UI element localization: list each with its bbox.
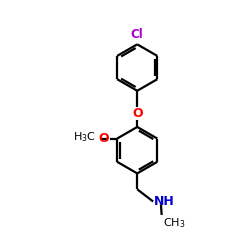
- Text: NH: NH: [154, 195, 175, 208]
- Text: O: O: [98, 132, 108, 145]
- Text: CH$_3$: CH$_3$: [163, 216, 186, 230]
- Text: Cl: Cl: [131, 28, 143, 42]
- Text: O: O: [132, 107, 142, 120]
- Text: H$_3$C: H$_3$C: [74, 130, 96, 144]
